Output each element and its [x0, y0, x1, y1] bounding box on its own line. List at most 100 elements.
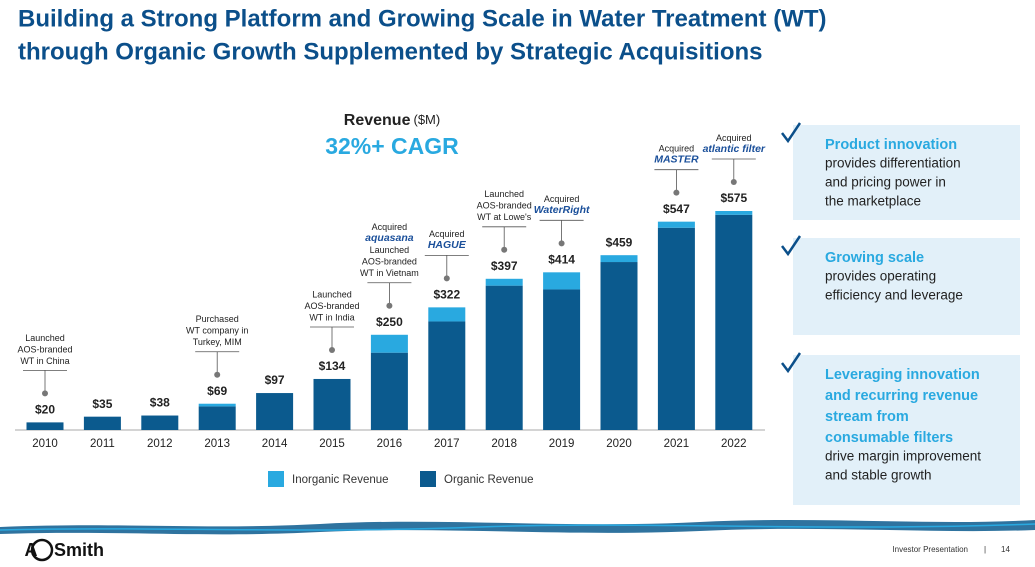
- checkmark: [781, 352, 802, 374]
- annotation-dot: [329, 346, 335, 353]
- x-tick-label: 2015: [319, 438, 345, 450]
- panel-body: provides differentiation: [825, 156, 961, 171]
- bar-segment: [543, 289, 581, 430]
- total-label: $97: [265, 373, 285, 387]
- total-label: $322: [433, 288, 460, 302]
- annotation-text: AOS-branded: [17, 344, 72, 354]
- annotation-text: Acquired: [372, 222, 408, 232]
- panel-body: drive margin improvement: [825, 449, 981, 464]
- panel-body: and pricing power in: [825, 175, 946, 190]
- panel-body: the marketplace: [825, 194, 921, 209]
- annotation-dot: [214, 371, 221, 378]
- total-label: $69: [207, 384, 227, 398]
- panel-body: and stable growth: [825, 468, 932, 483]
- annotation-text: WT at Lowe's: [477, 212, 532, 222]
- total-label: $575: [720, 191, 747, 205]
- footer-separator: |: [984, 545, 986, 554]
- total-label: $35: [92, 397, 112, 411]
- panel-body: provides operating: [825, 269, 936, 284]
- slide-title: through Organic Growth Supplemented by S…: [18, 38, 763, 65]
- total-label: $38: [150, 396, 170, 410]
- bar-segment: [715, 214, 753, 430]
- panel-background: [793, 238, 1020, 335]
- checkmark: [781, 122, 802, 144]
- bar-segment: [657, 227, 695, 430]
- annotation-text: Purchased: [196, 314, 239, 324]
- annotation-dot: [386, 302, 393, 309]
- legend-swatch: [420, 471, 436, 487]
- total-label: $250: [376, 315, 403, 329]
- x-tick-label: 2020: [606, 438, 632, 450]
- legend-swatch: [268, 471, 284, 487]
- annotation-text: WT in India: [309, 312, 354, 322]
- legend-label: Inorganic Revenue: [292, 474, 389, 486]
- acquisition-logo: aquasana: [365, 232, 414, 244]
- annotation-dot: [501, 246, 508, 253]
- panel-highlight: consumable filters: [825, 430, 953, 446]
- chart-title-unit: ($M): [413, 112, 440, 127]
- x-tick-label: 2021: [664, 438, 690, 450]
- annotation-text: WT in Vietnam: [360, 268, 419, 278]
- panel-highlight: stream from: [825, 409, 909, 425]
- annotation-dot: [443, 275, 450, 282]
- annotation-dot: [730, 179, 737, 185]
- annotation-text: Acquired: [544, 194, 580, 204]
- x-tick-label: 2017: [434, 438, 460, 450]
- bar-segment: [313, 378, 351, 430]
- logo-ring: [30, 538, 54, 562]
- annotation-dot: [673, 189, 680, 196]
- annotation-text: Acquired: [429, 229, 465, 239]
- annotation-text: WT in China: [20, 356, 69, 366]
- panel-highlight: Product innovation: [825, 137, 957, 153]
- annotation-text: AOS-branded: [477, 201, 532, 211]
- annotation-text: Launched: [25, 333, 65, 343]
- total-label: $134: [319, 359, 346, 373]
- wave-decoration: [0, 520, 1035, 535]
- bar-segment: [198, 406, 236, 430]
- annotation-text: AOS-branded: [362, 257, 417, 267]
- wave-line: [0, 523, 1035, 531]
- total-label: $547: [663, 202, 690, 216]
- x-tick-label: 2016: [377, 438, 403, 450]
- panel-background: [793, 125, 1020, 220]
- acquisition-logo: WaterRight: [534, 204, 590, 216]
- bar-segment: [83, 416, 121, 430]
- total-label: $414: [548, 252, 575, 266]
- annotation-text: Launched: [312, 289, 352, 299]
- bar-segment: [370, 334, 408, 353]
- total-label: $397: [491, 259, 518, 273]
- annotation-text: Turkey, MIM: [193, 337, 242, 347]
- annotation-text: Launched: [370, 245, 410, 255]
- annotation-text: Acquired: [716, 133, 752, 143]
- bar-segment: [657, 221, 695, 228]
- x-tick-label: 2012: [147, 438, 173, 450]
- slide-title: Building a Strong Platform and Growing S…: [18, 5, 827, 32]
- bar-segment: [485, 278, 523, 286]
- bar-segment: [428, 307, 466, 322]
- annotation-dot: [558, 240, 565, 247]
- footer-label: Investor Presentation: [892, 545, 968, 554]
- bar-segment: [256, 393, 294, 430]
- bar-segment: [428, 321, 466, 430]
- panel-highlight: and recurring revenue: [825, 388, 978, 404]
- x-tick-label: 2010: [32, 438, 58, 450]
- chart-title-main: Revenue: [344, 112, 411, 129]
- panel-body: efficiency and leverage: [825, 288, 963, 303]
- bar-segment: [600, 262, 638, 430]
- page-number: 14: [1001, 545, 1010, 554]
- panel-highlight: Growing scale: [825, 250, 924, 266]
- bar-segment: [715, 211, 753, 215]
- acquisition-logo: HAGUE: [428, 239, 467, 251]
- bar-segment: [370, 352, 408, 430]
- x-tick-label: 2011: [90, 438, 115, 450]
- annotation-text: WT company in: [186, 326, 248, 336]
- bar-segment: [600, 255, 638, 263]
- panel-background: [793, 355, 1020, 505]
- bar-segment: [198, 403, 236, 407]
- total-label: $459: [606, 235, 633, 249]
- x-tick-label: 2018: [491, 438, 517, 450]
- legend-label: Organic Revenue: [444, 474, 534, 486]
- x-tick-label: 2014: [262, 438, 288, 450]
- bar-segment: [141, 415, 179, 430]
- total-label: $20: [35, 403, 55, 417]
